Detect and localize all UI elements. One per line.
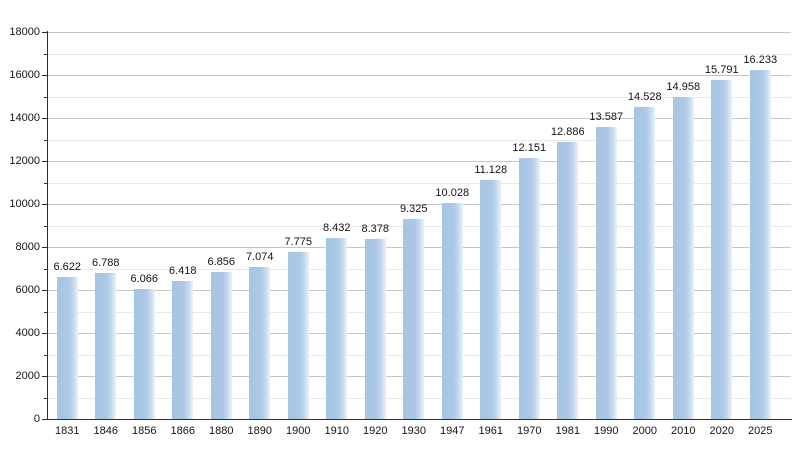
- y-tick-label: 8000: [15, 240, 40, 253]
- bar-value-label: 16.233: [743, 54, 778, 66]
- y-tick-label: 0: [33, 412, 40, 425]
- x-tick-label-1846: 1846: [93, 425, 118, 437]
- y-axis-line: [47, 31, 48, 420]
- bar-value-label: 11.128: [474, 163, 508, 176]
- bar-1970: [518, 157, 540, 419]
- x-tick-label-1947: 1947: [440, 425, 465, 437]
- x-tick-label-2020: 2020: [709, 425, 734, 437]
- x-tick-label-1990: 1990: [594, 425, 619, 437]
- x-tick-label-1866: 1866: [170, 425, 195, 437]
- y-axis-tick: [44, 182, 47, 184]
- bar-value-label: 13.587: [589, 110, 624, 123]
- y-tick-label: 6000: [15, 283, 40, 296]
- bar-1910: [326, 237, 348, 419]
- major-gridline: [48, 161, 791, 162]
- y-axis-tick: [42, 204, 47, 205]
- minor-gridline: [48, 53, 791, 55]
- bar-1856: [133, 288, 155, 419]
- bar-value-label: 6.418: [168, 265, 197, 278]
- bar-value-label: 12.886: [550, 125, 585, 138]
- bar-value-label: 8.378: [361, 222, 390, 235]
- x-axis-line: [47, 419, 792, 420]
- y-axis-tick: [42, 333, 47, 334]
- bar-value-label: 6.622: [53, 260, 82, 273]
- x-tick-label-2025: 2025: [748, 425, 773, 437]
- bar-1990: [595, 126, 617, 419]
- x-tick-label-1900: 1900: [286, 425, 311, 437]
- y-tick-label: 14000: [9, 111, 40, 124]
- bar-2020: [711, 79, 733, 419]
- x-tick-label-1910: 1910: [324, 425, 349, 437]
- bar-1900: [287, 251, 309, 419]
- bar-value-label: 12.151: [512, 141, 547, 154]
- x-tick-label-1890: 1890: [247, 425, 272, 437]
- bar-1890: [249, 266, 271, 419]
- bar-value-label: 7.074: [245, 250, 274, 263]
- bar-1880: [210, 271, 232, 419]
- bar-value-label: 8.432: [322, 221, 351, 234]
- bar-value-label: 15.791: [704, 63, 739, 76]
- y-tick-label: 12000: [9, 154, 40, 167]
- y-tick-label: 4000: [15, 326, 40, 339]
- bar-1947: [441, 203, 463, 419]
- bar-1846: [95, 273, 117, 419]
- y-tick-label: 2000: [15, 369, 40, 382]
- minor-gridline: [48, 139, 791, 141]
- major-gridline: [48, 118, 791, 119]
- x-tick-label-1930: 1930: [401, 425, 426, 437]
- major-gridline: [48, 204, 791, 205]
- y-axis-tick: [44, 96, 47, 98]
- y-axis-tick: [44, 53, 47, 55]
- y-axis-tick: [42, 290, 47, 291]
- minor-gridline: [48, 182, 791, 184]
- y-tick-label: 18000: [9, 25, 40, 38]
- bar-1920: [364, 238, 386, 419]
- y-axis-tick: [44, 268, 47, 270]
- y-tick-label: 16000: [9, 68, 40, 81]
- bar-value-label: 14.958: [666, 81, 701, 94]
- bar-1981: [557, 141, 579, 419]
- x-tick-label-1920: 1920: [363, 425, 388, 437]
- bar-1930: [403, 218, 425, 419]
- y-axis-tick: [44, 139, 47, 141]
- bar-value-label: 10.028: [435, 187, 470, 200]
- major-gridline: [48, 32, 791, 33]
- y-axis-tick: [44, 311, 47, 313]
- bar-value-label: 9.325: [399, 202, 428, 215]
- bar-value-label: 7.775: [284, 235, 313, 248]
- x-tick-label-1981: 1981: [555, 425, 580, 437]
- bar-value-label: 6.066: [130, 272, 159, 285]
- y-axis-tick: [42, 161, 47, 162]
- bar-value-label: 6.788: [91, 257, 120, 270]
- major-gridline: [48, 75, 791, 76]
- bar-1961: [480, 179, 502, 419]
- y-axis-tick: [42, 247, 47, 248]
- x-tick-label-1831: 1831: [55, 425, 80, 437]
- bar-1866: [172, 281, 194, 419]
- minor-gridline: [48, 96, 791, 98]
- y-axis-tick: [42, 75, 47, 76]
- bar-2025: [749, 70, 771, 419]
- x-tick-label-1970: 1970: [517, 425, 542, 437]
- x-tick-label-2010: 2010: [671, 425, 696, 437]
- x-tick-label-1961: 1961: [478, 425, 503, 437]
- y-axis-tick: [44, 225, 47, 227]
- bar-value-label: 14.528: [627, 90, 662, 103]
- x-tick-label-1856: 1856: [132, 425, 157, 437]
- bar-2000: [634, 106, 656, 419]
- x-tick-label-2000: 2000: [632, 425, 657, 437]
- bar-1831: [56, 276, 78, 419]
- y-axis-tick: [42, 376, 47, 377]
- bar-value-label: 6.856: [207, 255, 236, 268]
- y-axis-tick: [42, 32, 47, 33]
- y-axis-tick: [44, 397, 47, 399]
- bar-2010: [672, 97, 694, 419]
- y-tick-label: 10000: [9, 197, 40, 210]
- y-axis-tick: [44, 354, 47, 356]
- plot-area: 6.622 6.788 6.066 6.418 6.856 7.074 7.775 8.432…: [48, 32, 791, 419]
- x-tick-label-1880: 1880: [209, 425, 234, 437]
- y-axis-tick: [42, 118, 47, 119]
- y-axis-tick: [42, 419, 47, 420]
